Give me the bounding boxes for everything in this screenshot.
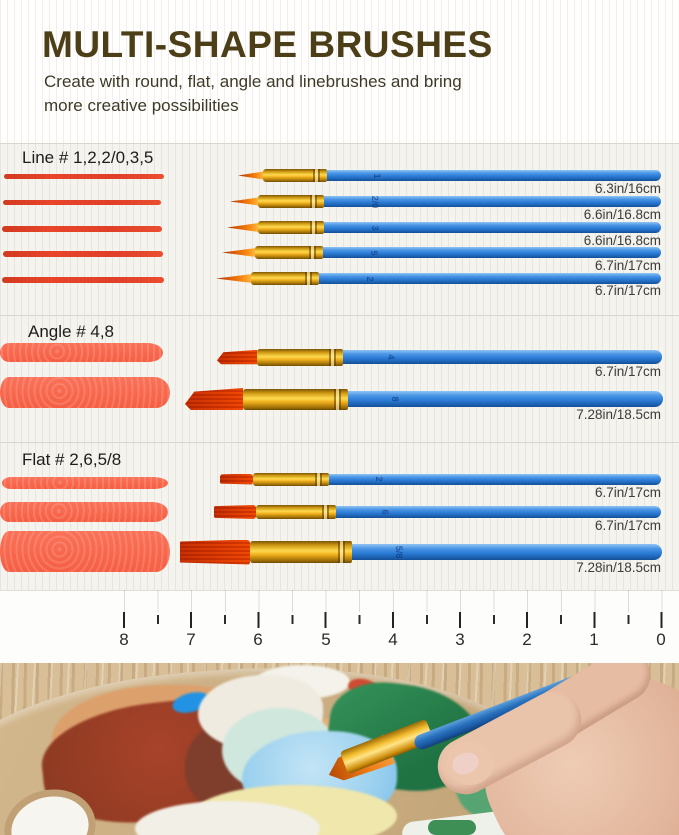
ruler-guide-lines xyxy=(124,590,664,612)
brush-bristles xyxy=(227,223,258,232)
brush-handle: 4 xyxy=(343,350,662,364)
brush-length-label: 6.6in/16.8cm xyxy=(583,233,661,248)
brush-handle: 2 xyxy=(329,473,661,485)
page-subtitle: Create with round, flat, angle and lineb… xyxy=(44,70,462,118)
line-brush-4: 5 xyxy=(222,246,661,259)
paint-stroke-line-5 xyxy=(2,277,164,283)
brush-length-label: 6.7in/17cm xyxy=(594,283,661,298)
angle-brush-8: 8 xyxy=(185,387,663,411)
brush-length-label: 6.3in/16cm xyxy=(594,181,661,196)
section-label-line: Line # 1,2,2/0,3,5 xyxy=(22,148,154,167)
paint-stroke-flat-3 xyxy=(0,531,170,572)
paint-stroke-line-4 xyxy=(3,251,163,257)
brush-length-label: 6.7in/17cm xyxy=(594,364,661,379)
brush-bristles xyxy=(238,171,263,180)
brush-length-label: 7.28in/18.5cm xyxy=(576,560,661,575)
ruler-number: 5 xyxy=(321,630,331,649)
brush-ferrule xyxy=(263,169,327,182)
brush-size-mark: 5/8 xyxy=(393,545,404,559)
brush-ferrule xyxy=(243,388,348,410)
paint-stroke-angle-1 xyxy=(0,343,163,362)
brush-ferrule xyxy=(257,348,343,366)
brush-size-mark: 2 xyxy=(365,275,376,282)
ruler-number: 2 xyxy=(522,630,532,649)
brush-ferrule xyxy=(253,472,329,486)
brush-length-label: 6.6in/16.8cm xyxy=(583,207,661,222)
brush-length-label: 7.28in/18.5cm xyxy=(576,407,661,422)
paint-tube-green-label xyxy=(428,820,476,835)
paint-stroke-line-3 xyxy=(2,226,162,232)
brush-bristles xyxy=(230,197,258,206)
brush-bristles xyxy=(185,387,243,411)
line-brush-1: 1 xyxy=(238,169,661,182)
ruler-minor-ticks xyxy=(157,615,632,624)
brush-length-label: 6.7in/17cm xyxy=(594,485,661,500)
subtitle-line-2: more creative possibilities xyxy=(44,96,239,115)
brush-size-mark: 8 xyxy=(390,396,401,402)
brush-size-mark: 2 xyxy=(373,476,384,482)
line-brush-3: 3 xyxy=(227,221,661,234)
brush-size-mark: 1 xyxy=(372,172,383,179)
ruler-number: 4 xyxy=(388,630,398,649)
brush-handle: 5 xyxy=(323,247,661,258)
brush-size-mark: 2/0 xyxy=(369,195,380,208)
brush-bristles xyxy=(216,274,251,283)
brush-bristles xyxy=(220,473,253,485)
page-title: MULTI-SHAPE BRUSHES xyxy=(42,24,493,65)
ruler-number: 6 xyxy=(253,630,263,649)
brush-handle: 8 xyxy=(348,391,663,407)
header-band xyxy=(0,0,679,143)
ruler-number: 7 xyxy=(186,630,196,649)
section-label-flat: Flat # 2,6,5/8 xyxy=(22,450,122,469)
flat-brush-6: 6 xyxy=(214,504,661,520)
ruler-number: 8 xyxy=(119,630,129,649)
brush-length-label: 6.7in/17cm xyxy=(594,518,661,533)
paint-stroke-flat-2 xyxy=(0,502,168,522)
brush-ferrule xyxy=(258,195,324,208)
brush-bristles xyxy=(222,248,255,257)
brush-ferrule xyxy=(258,221,324,234)
ruler-number: 3 xyxy=(455,630,465,649)
brush-size-mark: 4 xyxy=(385,354,396,360)
brush-handle: 2/0 xyxy=(324,195,661,208)
brush-handle: 5/8 xyxy=(352,544,662,560)
brush-handle: 6 xyxy=(336,506,661,518)
flat-brush-5-8: 5/8 xyxy=(180,539,662,565)
brush-ferrule xyxy=(251,272,319,285)
brush-size-mark: 6 xyxy=(379,509,390,515)
brush-size-mark: 3 xyxy=(369,224,380,231)
brush-size-mark: 5 xyxy=(368,249,379,256)
paint-stroke-line-2 xyxy=(3,200,161,205)
paint-stroke-angle-2 xyxy=(0,377,170,408)
paint-stroke-flat-1 xyxy=(2,477,168,489)
paint-stroke-line-1 xyxy=(4,174,164,179)
line-brush-2: 2/0 xyxy=(230,195,661,208)
angle-brush-4: 4 xyxy=(217,348,662,366)
brush-ferrule xyxy=(255,246,323,259)
brush-length-label: 6.7in/17cm xyxy=(594,258,661,273)
line-brush-5: 2 xyxy=(216,272,661,285)
ruler-number: 1 xyxy=(589,630,599,649)
brush-bristles xyxy=(180,539,250,565)
brush-ferrule xyxy=(256,505,336,519)
lifestyle-photo xyxy=(0,663,679,835)
brush-handle: 2 xyxy=(319,273,661,284)
section-label-angle: Angle # 4,8 xyxy=(28,322,115,341)
brush-handle: 3 xyxy=(324,222,661,233)
ruler-number: 0 xyxy=(656,630,666,649)
brush-bristles xyxy=(214,505,256,519)
brush-ferrule xyxy=(250,541,352,563)
brush-handle: 1 xyxy=(327,170,661,181)
flat-brush-2: 2 xyxy=(220,472,661,486)
subtitle-line-1: Create with round, flat, angle and lineb… xyxy=(44,72,462,91)
brush-bristles xyxy=(217,349,257,365)
